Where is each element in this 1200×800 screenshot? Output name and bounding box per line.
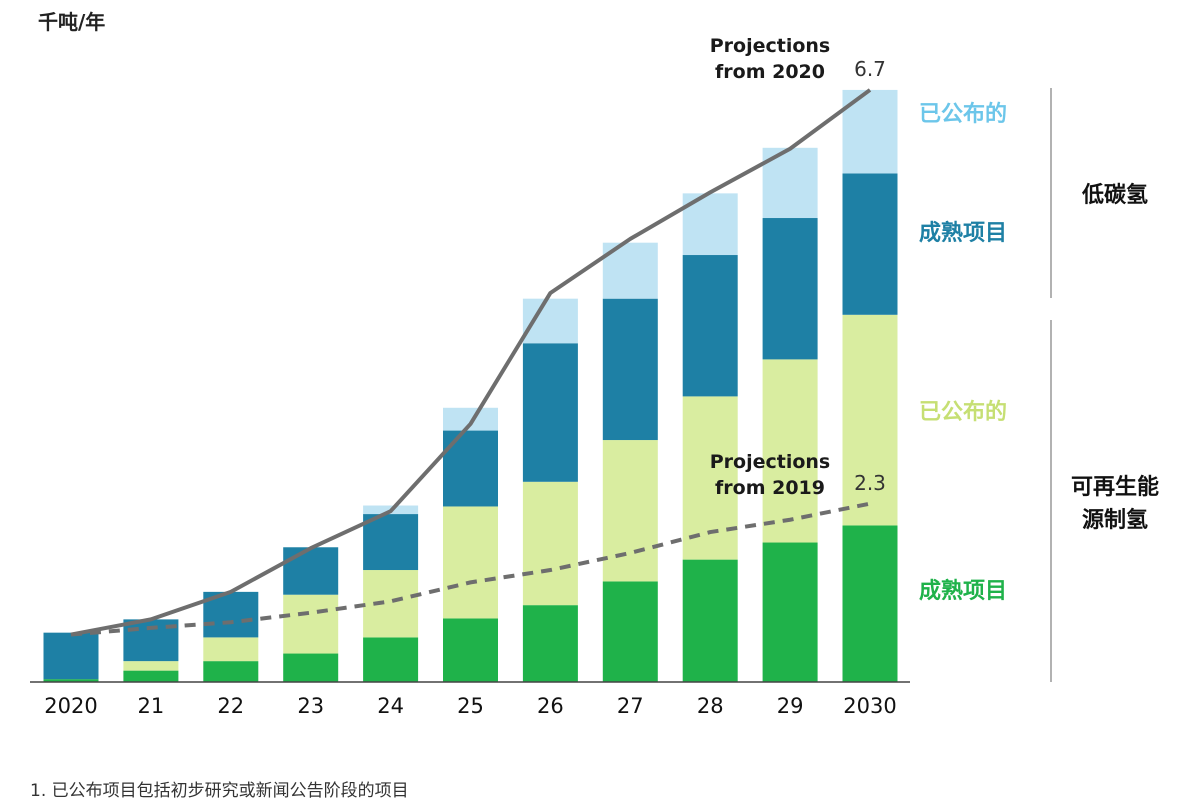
- x-tick-label-26: 26: [537, 694, 564, 718]
- bar-renewable-announced-25: [443, 506, 498, 619]
- bar-renewable-announced-21: [123, 661, 179, 671]
- bar-renewable-announced-27: [602, 440, 658, 582]
- bar-lowcarbon-mature-2020: [43, 632, 99, 680]
- ticks-layer: 2020 21 22 23 24 25 26 27 28 29 2030: [44, 694, 896, 718]
- bar-renewable-mature-21: [123, 670, 179, 682]
- bar-renewable-mature-28: [682, 559, 738, 682]
- footnote: 1. 已公布项目包括初步研究或新闻公告阶段的项目: [30, 781, 409, 800]
- bar-renewable-announced-2030: [842, 314, 898, 526]
- bar-renewable-announced-22: [203, 637, 259, 662]
- legend-lowcarbon-mature: 成熟项目: [919, 220, 1007, 246]
- bar-renewable-mature-29: [762, 542, 818, 682]
- x-tick-label-2030: 2030: [843, 694, 896, 718]
- x-tick-label-23: 23: [297, 694, 324, 718]
- x-tick-label-2020: 2020: [44, 694, 97, 718]
- group-label-lowcarbon: 低碳氢: [1081, 182, 1148, 208]
- bar-renewable-mature-24: [363, 637, 419, 682]
- line-projections-2020: [70, 88, 872, 637]
- x-tick-label-22: 22: [217, 694, 244, 718]
- legend-renewable-announced: 已公布的: [919, 399, 1007, 425]
- bars-layer: [43, 89, 898, 682]
- bar-renewable-mature-23: [283, 653, 339, 682]
- x-tick-label-29: 29: [777, 694, 804, 718]
- proj-2020-label-line2: from 2020: [715, 61, 825, 83]
- x-tick-label-28: 28: [697, 694, 724, 718]
- proj-2019-label-line2: from 2019: [715, 477, 825, 499]
- bar-lowcarbon-mature-23: [283, 547, 339, 595]
- chart-svg: 2020 21 22 23 24 25 26 27 28 29 2030 Projections f…: [30, 35, 1159, 718]
- lines-layer: [70, 88, 872, 637]
- bar-lowcarbon-mature-29: [762, 218, 818, 360]
- bar-renewable-mature-2020: [43, 679, 99, 682]
- group-label-renewable-line2: 源制氢: [1082, 507, 1148, 533]
- proj-2019-label-line1: Projections: [710, 451, 831, 473]
- legend-lowcarbon-announced: 已公布的: [919, 101, 1007, 127]
- bar-renewable-announced-23: [283, 594, 339, 654]
- x-tick-label-27: 27: [617, 694, 644, 718]
- proj-2020-label-line1: Projections: [710, 35, 831, 57]
- bar-lowcarbon-mature-28: [682, 255, 738, 397]
- x-tick-label-21: 21: [138, 694, 165, 718]
- bar-lowcarbon-mature-26: [522, 343, 578, 482]
- bar-renewable-announced-29: [762, 359, 818, 543]
- line-projections-2019: [70, 501, 871, 637]
- bar-lowcarbon-mature-2030: [842, 173, 898, 315]
- bar-lowcarbon-mature-25: [443, 430, 498, 507]
- legend-renewable-mature: 成熟项目: [919, 578, 1007, 604]
- bar-lowcarbon-mature-24: [363, 514, 419, 571]
- bar-renewable-mature-22: [203, 661, 259, 682]
- bar-lowcarbon-announced-25: [443, 407, 498, 431]
- x-tick-label-24: 24: [377, 694, 404, 718]
- x-tick-label-25: 25: [457, 694, 484, 718]
- bar-lowcarbon-mature-27: [602, 298, 658, 441]
- group-label-renewable-line1: 可再生能: [1071, 474, 1159, 500]
- bar-renewable-mature-2030: [842, 525, 898, 682]
- bar-renewable-announced-24: [363, 570, 419, 638]
- bar-renewable-announced-26: [522, 481, 578, 606]
- bar-renewable-mature-26: [522, 605, 578, 682]
- bar-renewable-mature-27: [602, 581, 658, 682]
- bar-renewable-mature-25: [443, 618, 498, 682]
- proj-2019-end-value: 2.3: [854, 471, 886, 495]
- y-unit-label: 千吨/年: [38, 10, 106, 34]
- proj-2020-end-value: 6.7: [854, 57, 886, 81]
